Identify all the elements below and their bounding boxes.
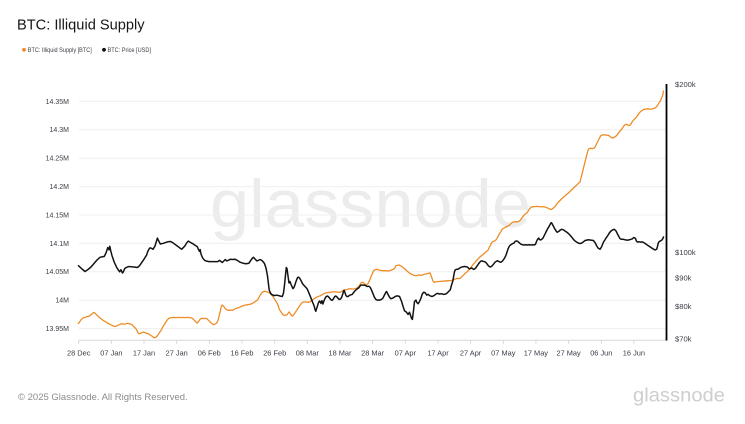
svg-text:$90k: $90k — [675, 274, 692, 283]
svg-text:27 May: 27 May — [556, 348, 581, 357]
svg-text:18 Mar: 18 Mar — [328, 348, 352, 357]
svg-text:08 Mar: 08 Mar — [296, 348, 320, 357]
svg-text:27 Apr: 27 Apr — [460, 348, 482, 357]
svg-text:14.3M: 14.3M — [50, 127, 70, 134]
svg-text:16 Feb: 16 Feb — [230, 348, 253, 357]
svg-text:16 Jun: 16 Jun — [623, 348, 645, 357]
svg-text:BTC: Illiquid Supply [BTC]: BTC: Illiquid Supply [BTC] — [28, 47, 92, 54]
svg-text:$200k: $200k — [675, 80, 696, 89]
svg-text:26 Feb: 26 Feb — [263, 348, 286, 357]
svg-text:06 Jun: 06 Jun — [590, 348, 612, 357]
svg-text:17 May: 17 May — [524, 348, 549, 357]
svg-text:07 Apr: 07 Apr — [395, 348, 417, 357]
svg-text:$70k: $70k — [675, 335, 692, 344]
svg-text:BTC: Price [USD]: BTC: Price [USD] — [108, 47, 152, 54]
svg-text:07 May: 07 May — [491, 348, 516, 357]
svg-text:© 2025 Glassnode. All Rights R: © 2025 Glassnode. All Rights Reserved. — [18, 392, 188, 403]
svg-text:28 Dec: 28 Dec — [67, 348, 91, 357]
svg-text:14.2M: 14.2M — [50, 184, 70, 191]
svg-text:BTC: Illiquid Supply: BTC: Illiquid Supply — [17, 17, 145, 33]
svg-text:14.05M: 14.05M — [46, 269, 70, 276]
svg-text:14.15M: 14.15M — [46, 212, 70, 219]
svg-text:$80k: $80k — [675, 302, 692, 311]
svg-text:13.95M: 13.95M — [46, 326, 70, 333]
svg-text:14.25M: 14.25M — [46, 156, 70, 163]
svg-text:06 Feb: 06 Feb — [198, 348, 221, 357]
svg-text:07 Jan: 07 Jan — [100, 348, 122, 357]
svg-text:14.1M: 14.1M — [50, 241, 70, 248]
svg-text:17 Apr: 17 Apr — [427, 348, 449, 357]
svg-text:glassnode: glassnode — [633, 385, 725, 407]
svg-text:glassnode: glassnode — [210, 166, 531, 242]
svg-text:27 Jan: 27 Jan — [166, 348, 188, 357]
svg-text:$100k: $100k — [675, 248, 696, 257]
svg-text:17 Jan: 17 Jan — [133, 348, 155, 357]
svg-text:14.35M: 14.35M — [46, 99, 70, 106]
svg-text:28 Mar: 28 Mar — [361, 348, 385, 357]
svg-text:14M: 14M — [55, 298, 69, 305]
